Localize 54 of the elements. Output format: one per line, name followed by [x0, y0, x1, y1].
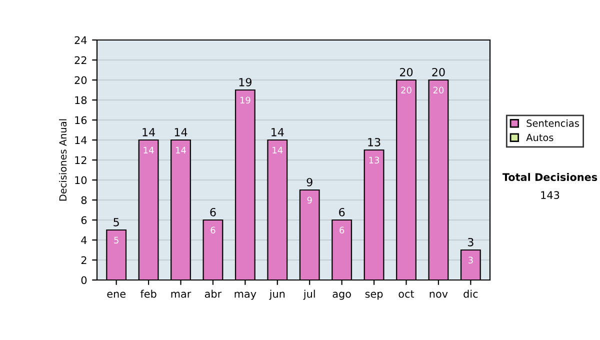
- total-label: 14: [142, 128, 155, 136]
- x-tick-label: feb: [140, 290, 156, 298]
- x-tick-label: ago: [332, 292, 351, 300]
- y-tick-label: 8: [81, 196, 87, 204]
- total-label: 19: [239, 78, 252, 86]
- data-label: 20: [433, 86, 444, 94]
- y-tick-label: 0: [81, 276, 87, 284]
- y-tick-label: 18: [75, 96, 87, 104]
- y-axis-title: Decisiones Anual: [59, 119, 67, 201]
- data-label: 3: [468, 256, 473, 264]
- y-tick-label: 6: [81, 216, 87, 224]
- total-label: 13: [368, 138, 380, 146]
- y-tick-label: 14: [75, 136, 87, 144]
- x-tick-label: dic: [464, 290, 478, 298]
- total-label: 20: [400, 68, 413, 76]
- total-label: 3: [468, 238, 474, 246]
- total-label: 20: [432, 68, 445, 76]
- text: Total Decisiones: [502, 172, 598, 182]
- x-tick-label: may: [234, 292, 256, 300]
- y-tick-label: 12: [75, 156, 86, 164]
- data-label: 20: [401, 86, 412, 94]
- y-tick-label: 20: [74, 76, 87, 84]
- total-label: 14: [174, 128, 188, 136]
- total-label: 9: [306, 178, 312, 186]
- x-tick-label: nov: [430, 292, 448, 298]
- data-label: 13: [369, 156, 380, 164]
- x-tick-label: jul: [303, 290, 315, 300]
- legend-label: Sentencias: [526, 119, 579, 127]
- x-tick-label: jun: [269, 290, 285, 300]
- data-label: 6: [340, 226, 344, 234]
- total-label: 5: [114, 218, 119, 226]
- data-label: 9: [307, 196, 312, 204]
- y-tick-label: 24: [74, 36, 87, 44]
- total-label: 14: [272, 128, 284, 136]
- data-label: 14: [272, 146, 283, 154]
- y-tick-label: 2: [81, 256, 86, 264]
- x-tick-label: mar: [171, 292, 192, 298]
- y-tick-label: 10: [75, 176, 87, 184]
- x-tick-label: ene: [107, 292, 126, 298]
- y-tick-label: 22: [74, 56, 86, 64]
- x-tick-label: oct: [398, 290, 414, 298]
- total-label: 6: [210, 208, 216, 216]
- x-tick-label: sep: [365, 292, 383, 300]
- data-label: 14: [176, 146, 186, 154]
- data-label: 5: [114, 236, 118, 244]
- data-label: 19: [240, 96, 250, 104]
- x-tick-label: abr: [204, 290, 222, 298]
- data-label: 6: [210, 226, 216, 234]
- legend-label: Autos: [526, 134, 554, 142]
- y-tick-label: 16: [75, 116, 87, 124]
- total-label: 6: [339, 208, 345, 216]
- y-tick-label: 4: [81, 236, 87, 244]
- data-label: 14: [144, 146, 154, 154]
- text: 143: [541, 191, 560, 200]
